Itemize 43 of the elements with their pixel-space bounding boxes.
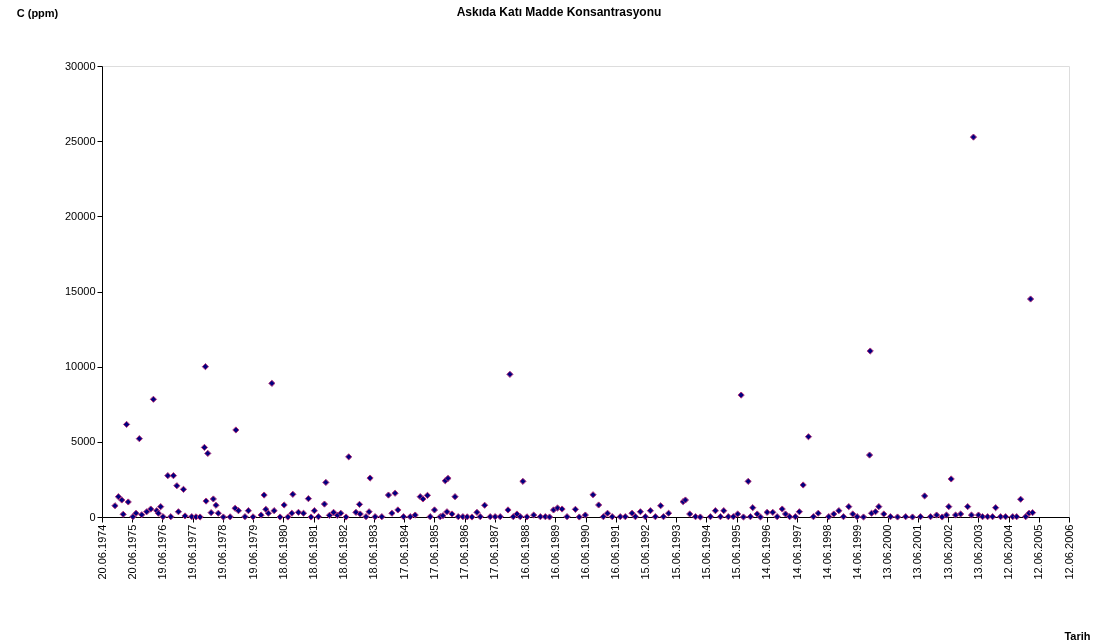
x-tick-label: 16.06.1990 [579, 524, 591, 580]
x-tick-label: 12.06.2004 [1002, 524, 1015, 580]
x-tick-label: 19.06.1977 [186, 524, 199, 580]
y-tick-label: 5000 [71, 435, 96, 448]
x-tick-label: 17.06.1985 [427, 524, 440, 580]
x-tick-label: 17.06.1984 [397, 524, 410, 580]
y-tick-label: 25000 [64, 134, 96, 147]
x-tick-label: 19.06.1979 [246, 524, 259, 580]
x-tick-label: 13.06.2000 [881, 524, 894, 580]
x-tick-label: 19.06.1978 [216, 524, 229, 580]
y-tick-label: 0 [89, 510, 96, 523]
x-tick-label: 13.06.2003 [971, 524, 984, 580]
x-tick-label: 17.06.1986 [458, 524, 471, 580]
x-tick-label: 20.06.1975 [125, 524, 138, 580]
x-tick-label: 18.06.1981 [307, 524, 320, 580]
x-tick-label: 15.06.1992 [639, 524, 652, 580]
x-tick-label: 13.06.2001 [911, 524, 924, 580]
x-tick-label: 14.06.1998 [820, 524, 833, 580]
chart-title: Askıda Katı Madde Konsantrasyonu [456, 5, 662, 19]
x-tick-label: 13.06.2002 [941, 524, 954, 580]
x-tick-label: 15.06.1993 [669, 524, 682, 580]
x-tick-label: 18.06.1982 [337, 524, 350, 580]
x-tick-label: 18.06.1980 [276, 524, 289, 580]
x-tick-label: 16.06.1989 [548, 524, 561, 580]
x-tick-label: 16.06.1988 [518, 524, 531, 580]
x-axis-title: Tarih [1064, 629, 1091, 642]
y-axis-title: C (ppm) [16, 6, 59, 19]
x-tick-label: 14.06.1999 [850, 524, 863, 580]
x-tick-label: 16.06.1991 [609, 524, 622, 580]
y-tick-label: 30000 [64, 59, 96, 72]
x-tick-label: 20.06.1974 [95, 524, 108, 580]
y-tick-label: 10000 [64, 360, 96, 373]
y-tick-label: 20000 [64, 209, 96, 222]
x-tick-label: 14.06.1996 [760, 524, 773, 580]
x-tick-label: 17.06.1987 [488, 524, 501, 580]
x-tick-label: 12.06.2006 [1062, 524, 1075, 580]
y-tick-label: 15000 [64, 285, 96, 297]
x-tick-label: 12.06.2005 [1032, 524, 1045, 580]
x-tick-label: 18.06.1983 [367, 524, 380, 580]
x-tick-label: 15.06.1995 [730, 524, 743, 580]
x-tick-label: 14.06.1997 [790, 524, 803, 580]
x-tick-label: 19.06.1976 [155, 524, 168, 580]
x-tick-label: 15.06.1994 [699, 524, 712, 580]
